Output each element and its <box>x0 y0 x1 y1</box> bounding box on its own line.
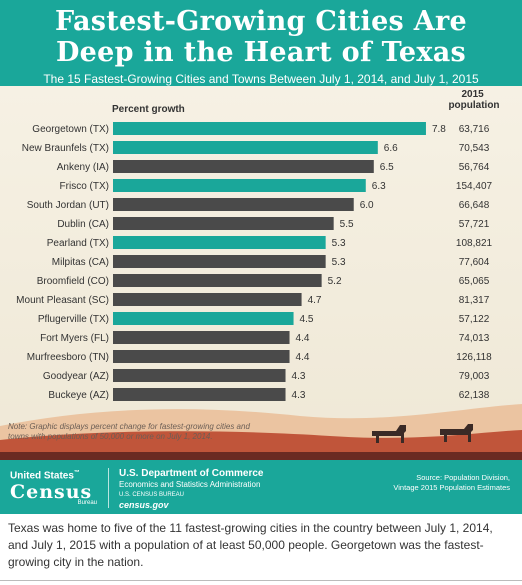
bar <box>113 388 286 401</box>
bar <box>113 331 290 344</box>
category-label: Broomfield (CO) <box>37 276 109 287</box>
x-axis-label: Percent growth <box>112 104 185 115</box>
source-line-2: Vintage 2015 Population Estimates <box>393 483 510 492</box>
bar <box>113 160 374 173</box>
category-label: Frisco (TX) <box>60 181 109 192</box>
value-label: 4.3 <box>292 390 306 401</box>
population-value: 154,407 <box>456 181 493 192</box>
value-label: 4.4 <box>296 333 310 344</box>
population-value: 126,118 <box>456 352 492 363</box>
chart-note: Note: Graphic displays percent change fo… <box>8 422 250 441</box>
category-label: Buckeye (AZ) <box>48 390 109 401</box>
logo-top-text: United States <box>10 470 74 482</box>
logo-trademark: ™ <box>73 470 80 476</box>
dept-subtitle: Economics and Statistics Administration <box>119 480 261 489</box>
value-label: 4.3 <box>292 371 306 382</box>
bar <box>113 141 378 154</box>
category-label: Milpitas (CA) <box>52 257 109 268</box>
value-label: 5.3 <box>332 238 346 249</box>
census-url[interactable]: census.gov <box>119 500 169 510</box>
chart-panel: Percent growth 2015 population Georgetow… <box>0 86 522 460</box>
census-logo: United States™ Census Bureau <box>10 468 105 508</box>
bar <box>113 217 334 230</box>
population-value: 74,013 <box>459 333 490 344</box>
population-value: 66,648 <box>459 200 490 211</box>
value-label: 4.5 <box>300 314 314 325</box>
population-value: 65,065 <box>459 276 490 287</box>
category-label: Dublin (CA) <box>57 219 109 230</box>
value-label: 4.4 <box>296 352 310 363</box>
category-label: Mount Pleasant (SC) <box>16 295 109 306</box>
source-note: Source: Population Division, Vintage 201… <box>350 473 510 493</box>
bar <box>113 198 354 211</box>
cattle-silhouette <box>372 424 473 443</box>
caption: Texas was home to five of the 11 fastest… <box>8 521 493 569</box>
logo-bureau: Bureau <box>77 500 97 506</box>
category-label: Ankeny (IA) <box>57 162 109 173</box>
category-label: Fort Myers (FL) <box>40 333 109 344</box>
landscape-illustration <box>0 404 522 460</box>
population-value: 108,821 <box>456 238 493 249</box>
value-label: 6.5 <box>380 162 394 173</box>
population-header: 2015 population <box>448 89 499 111</box>
value-label: 5.5 <box>340 219 354 230</box>
source-line-1: Source: Population Division, <box>416 473 510 482</box>
bar <box>113 236 326 249</box>
title-line-2: Deep in the Heart of Texas <box>55 37 467 68</box>
value-label: 7.8 <box>432 124 446 135</box>
value-label: 5.3 <box>332 257 346 268</box>
bar <box>113 293 302 306</box>
population-value: 63,716 <box>459 124 490 135</box>
category-label: New Braunfels (TX) <box>22 143 109 154</box>
category-label: Pflugerville (TX) <box>38 314 109 325</box>
category-label: Murfreesboro (TN) <box>27 352 109 363</box>
chart-rows: Georgetown (TX) 7.8 63,716 New Braunfels (T… <box>16 122 493 401</box>
bar-chart: Percent growth 2015 population Georgetow… <box>0 89 522 460</box>
value-label: 6.6 <box>384 143 398 154</box>
population-value: 57,721 <box>459 219 490 230</box>
bar <box>113 312 294 325</box>
category-label: Goodyear (AZ) <box>43 371 109 382</box>
value-label: 5.2 <box>328 276 342 287</box>
population-value: 57,122 <box>459 314 490 325</box>
population-value: 79,003 <box>459 371 490 382</box>
subtitle: The 15 Fastest-Growing Cities and Towns … <box>43 72 479 86</box>
value-label: 4.7 <box>308 295 322 306</box>
bar <box>113 350 290 363</box>
header-banner: Fastest-Growing Cities Are Deep in the H… <box>0 0 522 86</box>
population-value: 81,317 <box>459 295 490 306</box>
logo-wordmark: Census <box>10 481 93 504</box>
department-block: U.S. Department of Commerce Economics an… <box>108 468 264 510</box>
bar <box>113 369 286 382</box>
bar <box>113 274 322 287</box>
population-value: 56,764 <box>459 162 490 173</box>
dept-bureau: U.S. CENSUS BUREAU <box>119 492 185 498</box>
divider <box>0 580 522 581</box>
footer-banner: United States™ Census Bureau U.S. Depart… <box>0 460 522 514</box>
bar <box>113 122 426 135</box>
category-label: Georgetown (TX) <box>32 124 109 135</box>
value-label: 6.3 <box>372 181 386 192</box>
bar <box>113 255 326 268</box>
dept-title: U.S. Department of Commerce <box>119 468 264 479</box>
ground <box>0 452 522 460</box>
bar <box>113 179 366 192</box>
population-value: 62,138 <box>459 390 490 401</box>
population-value: 70,543 <box>459 143 490 154</box>
title-line-1: Fastest-Growing Cities Are <box>54 6 468 37</box>
value-label: 6.0 <box>360 200 374 211</box>
population-value: 77,604 <box>459 257 490 268</box>
category-label: Pearland (TX) <box>47 238 109 249</box>
category-label: South Jordan (UT) <box>27 200 109 211</box>
